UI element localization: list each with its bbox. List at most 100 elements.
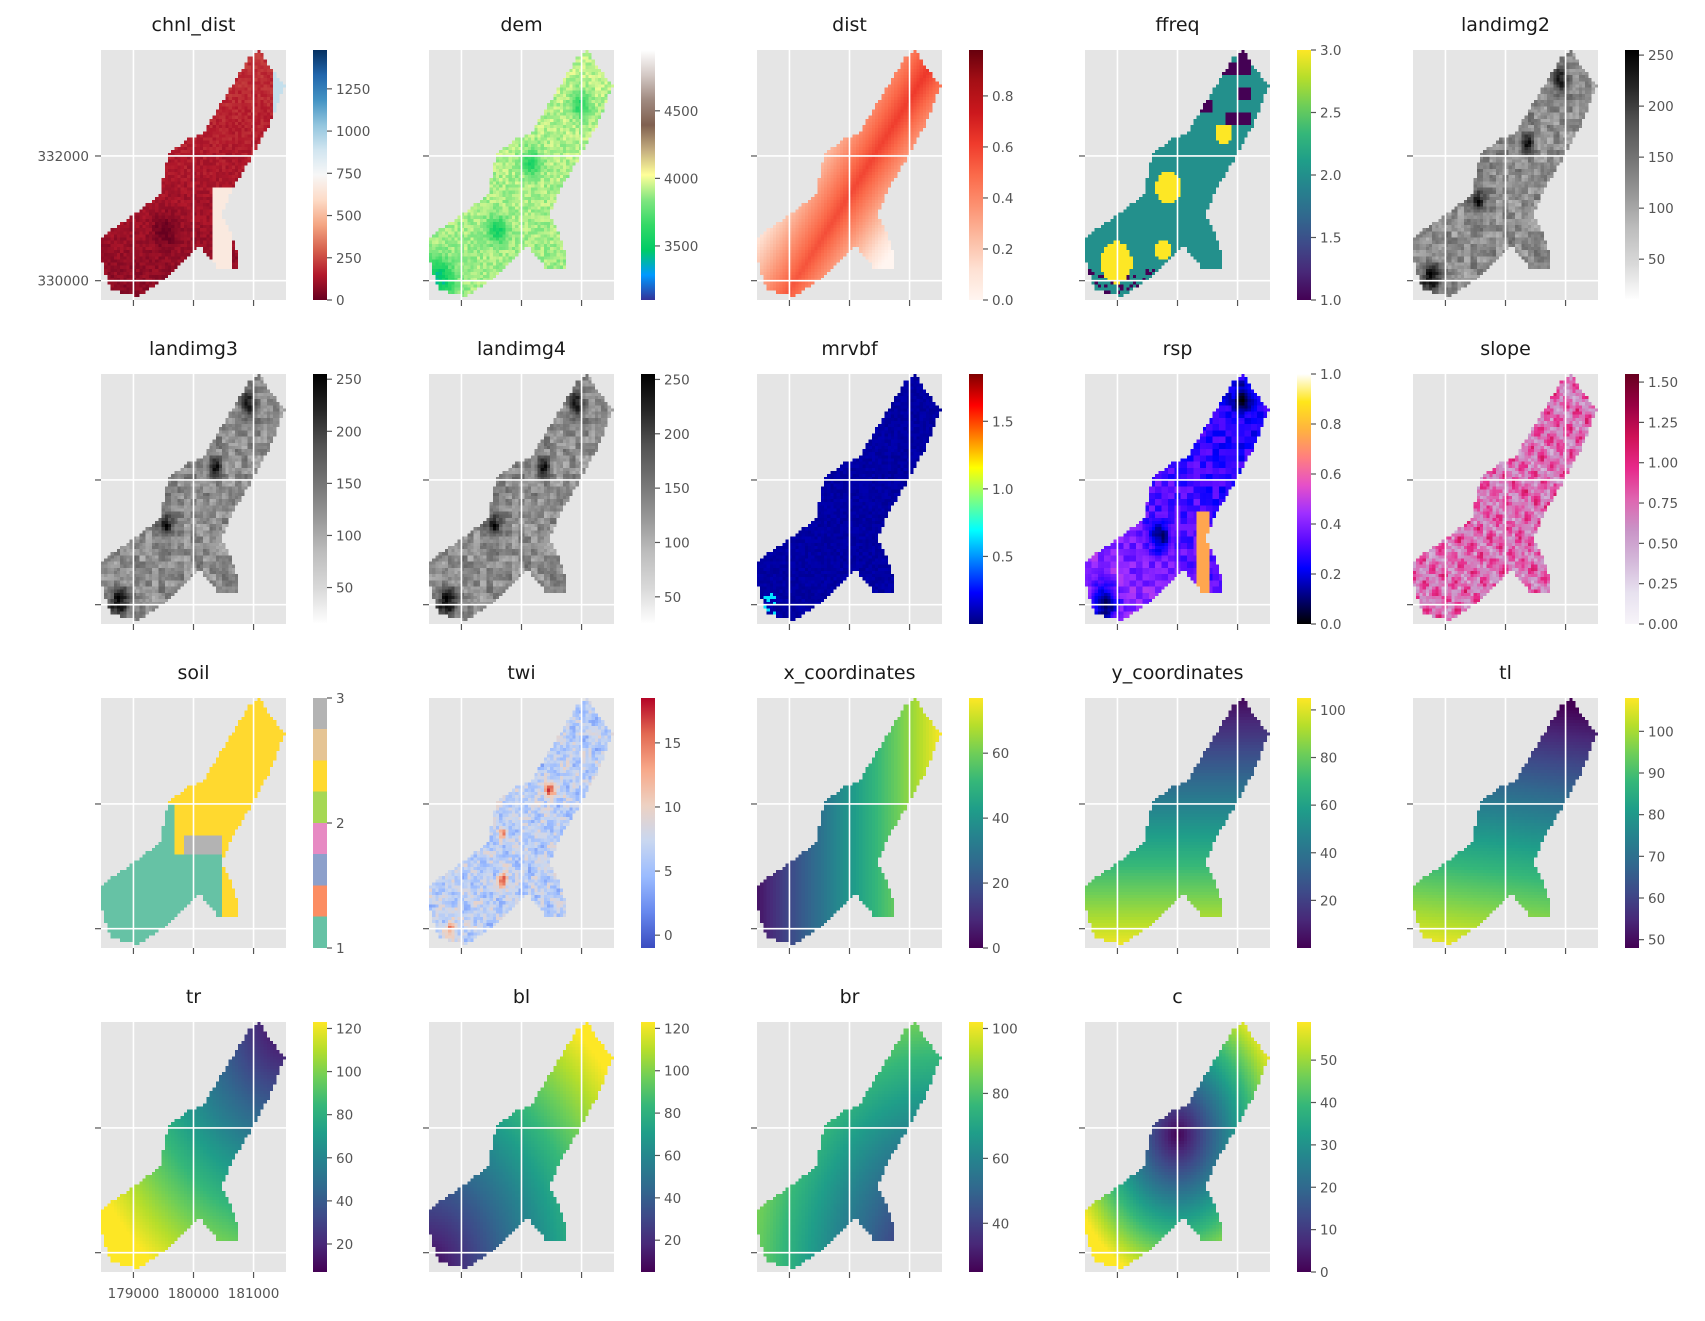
panel-title: bl [513,986,530,1008]
colorbar-tick-label: 3 [336,691,345,707]
colorbar-tick-label: 90 [1648,766,1665,782]
colorbar-tick-label: 120 [336,1021,362,1037]
panel-title: landimg3 [149,338,238,360]
panel-twi: twi 0 5 10 15 [423,662,681,954]
colorbar-tick-label: 50 [1320,1053,1337,1069]
panel-slope: slope 0.00 0.25 0.50 0.75 1.00 1.25 1.50 [1407,338,1678,633]
colorbar-tick-label: 80 [336,1108,353,1124]
colorbar [641,374,655,624]
colorbar-tick-label: 0.4 [1320,517,1341,533]
colorbar-tick-label: 70 [1648,849,1665,865]
colorbar-tick-label: 20 [992,876,1009,892]
panel-title: slope [1480,338,1531,360]
colorbar-tick-label: 150 [336,476,362,492]
panel-title: x_coordinates [784,662,916,684]
colorbar-tick-label: 60 [1648,891,1665,907]
panel-title: dist [832,14,867,36]
colorbar-tick-label: 40 [992,811,1009,827]
colorbar [969,698,983,948]
colorbar-tick-label: 0 [1320,1265,1329,1281]
colorbar-tick-label: 1 [336,941,345,957]
colorbar-tick-label: 1.5 [992,414,1013,430]
colorbar-tick-label: 50 [336,581,353,597]
colorbar [641,698,655,948]
colorbar [313,374,327,624]
panel-landimg4: landimg4 50 100 150 200 250 [423,338,690,630]
x-tick-label: 181000 [228,1286,280,1302]
colorbar [641,50,655,300]
x-tick-label: 179000 [108,1286,160,1302]
panel-title: ffreq [1155,14,1199,36]
panel-title: y_coordinates [1112,662,1244,684]
colorbar-tick-label: 0.4 [992,191,1013,207]
colorbar-tick-label: 100 [1320,703,1346,719]
panel-title: twi [507,662,535,684]
colorbar-tick-label: 0 [992,941,1001,957]
colorbar-tick-label: 200 [1648,99,1674,115]
colorbar-tick-label: 40 [336,1194,353,1210]
panel-c: c 0 10 20 30 40 50 [1079,986,1337,1281]
colorbar-tick-label: 30 [1320,1138,1337,1154]
panel-landimg3: landimg3 50 100 150 200 250 [95,338,362,630]
colorbar [1297,50,1311,300]
colorbar-tick-label: 250 [1648,48,1674,64]
colorbar-tick-label: 60 [1320,798,1337,814]
colorbar-tick-label: 60 [992,746,1009,762]
panel-title: landimg4 [477,338,566,360]
colorbar-tick-label: 40 [992,1216,1009,1232]
panel-mrvbf: mrvbf 0.5 1.0 1.5 [751,338,1013,630]
colorbar-tick-label: 0.2 [992,242,1013,258]
colorbar [1625,374,1639,624]
colorbar-tick-label: 80 [1320,751,1337,767]
colorbar [1297,374,1311,624]
colorbar-tick-label: 0.2 [1320,567,1341,583]
colorbar [313,698,327,948]
colorbar-tick-label: 60 [992,1151,1009,1167]
colorbar-tick-label: 100 [664,535,690,551]
colorbar-tick-label: 40 [1320,1096,1337,1112]
panel-x_coordinates: x_coordinates 0 20 40 60 [751,662,1009,957]
colorbar-tick-label: 4000 [664,171,698,187]
panel-title: rsp [1163,338,1193,360]
colorbar-tick-label: 3500 [664,239,698,255]
colorbar-tick-label: 50 [664,590,681,606]
colorbar-tick-label: 1.25 [1648,415,1678,431]
colorbar-tick-label: 200 [336,424,362,440]
panel-title: tr [186,986,201,1008]
colorbar-tick-label: 20 [1320,1180,1337,1196]
colorbar-tick-label: 100 [664,1064,690,1080]
colorbar [969,1022,983,1272]
colorbar-tick-label: 1.0 [1320,293,1341,309]
colorbar [969,50,983,300]
colorbar-tick-label: 100 [336,528,362,544]
colorbar-tick-label: 0.8 [992,89,1013,105]
colorbar [313,1022,327,1272]
colorbar-tick-label: 150 [664,481,690,497]
colorbar [969,374,983,624]
colorbar-tick-label: 1000 [336,124,370,140]
colorbar-tick-label: 200 [664,427,690,443]
colorbar-tick-label: 1.0 [992,482,1013,498]
panel-tr: tr 179000 180000 181000 20 40 60 80 100 120 [95,986,362,1302]
panel-soil: soil 1 2 3 [95,662,345,957]
colorbar-tick-label: 20 [336,1237,353,1253]
colorbar-tick-label: 500 [336,209,362,225]
colorbar-tick-label: 0.0 [992,293,1013,309]
colorbar-tick-label: 100 [336,1065,362,1081]
panel-dist: dist 0.0 0.2 0.4 0.6 0.8 [751,14,1013,309]
colorbar-tick-label: 0.8 [1320,417,1341,433]
colorbar-tick-label: 0.0 [1320,617,1341,633]
colorbar-tick-label: 1250 [336,82,370,98]
panel-y_coordinates: y_coordinates 20 40 60 80 100 [1079,662,1346,954]
colorbar-tick-label: 1.00 [1648,456,1678,472]
colorbar-tick-label: 1.50 [1648,375,1678,391]
colorbar-tick-label: 2 [336,816,345,832]
colorbar-tick-label: 1.5 [1320,231,1341,247]
colorbar [1625,50,1639,300]
colorbar-tick-label: 3.0 [1320,43,1341,59]
colorbar-tick-label: 4500 [664,104,698,120]
colorbar-tick-label: 250 [336,251,362,267]
panels-group: chnl_dist330000332000025050075010001250d… [37,14,1678,1302]
colorbar-tick-label: 0.75 [1648,496,1678,512]
y-tick-label: 330000 [37,274,89,290]
